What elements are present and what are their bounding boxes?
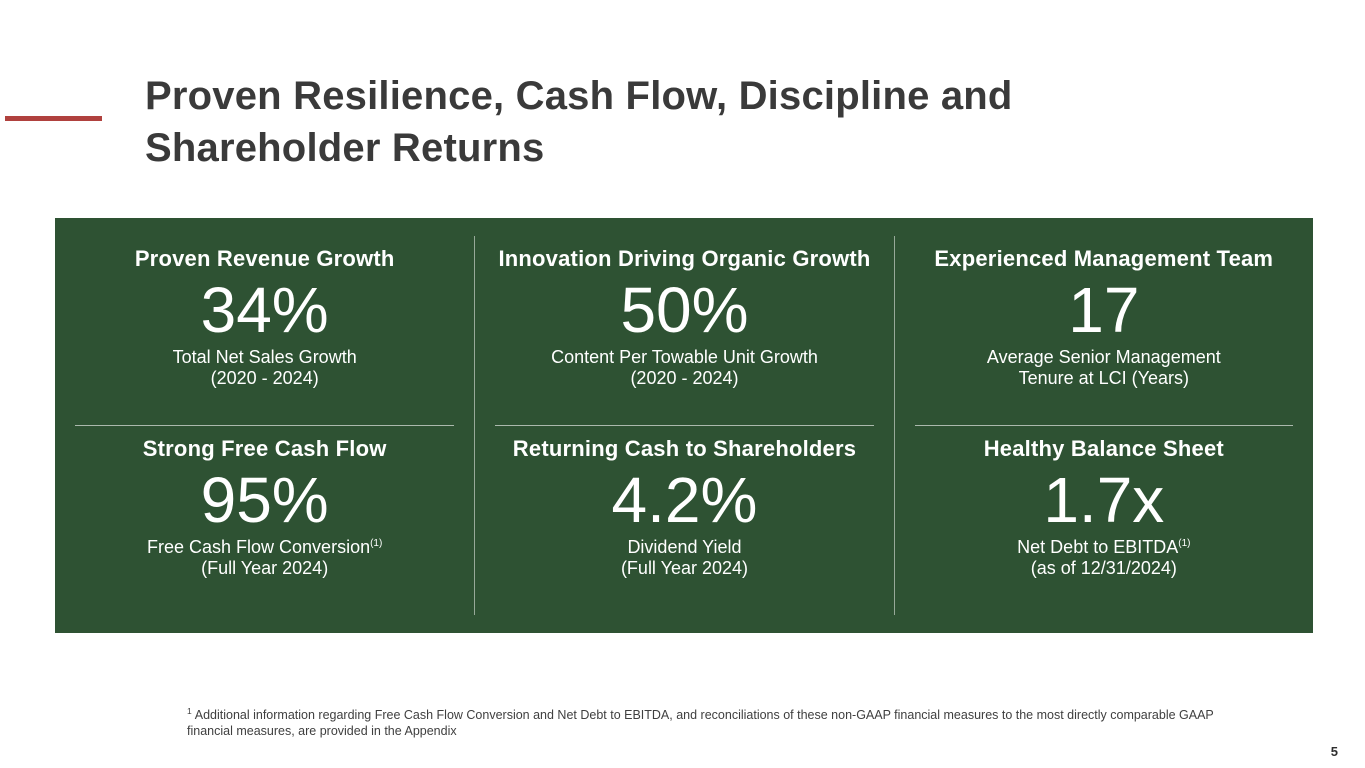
metric-caption-line2: (as of 12/31/2024) — [1030, 558, 1177, 578]
metric-value: 34% — [200, 274, 329, 346]
metric-caption-line2: Tenure at LCI (Years) — [1018, 368, 1190, 388]
metrics-panel: Proven Revenue Growth 34% Total Net Sale… — [55, 218, 1313, 633]
metric-value: 1.7x — [1043, 464, 1165, 536]
metric-cell-free-cash-flow: Strong Free Cash Flow 95% Free Cash Flow… — [55, 426, 474, 615]
metric-cell-balance-sheet: Healthy Balance Sheet 1.7x Net Debt to E… — [895, 426, 1313, 615]
metric-heading: Healthy Balance Sheet — [983, 436, 1224, 461]
metric-caption-sup: (1) — [1178, 538, 1191, 549]
metric-heading: Experienced Management Team — [934, 246, 1274, 271]
metric-caption: Net Debt to EBITDA(1) (as of 12/31/2024) — [1017, 537, 1190, 579]
metric-caption-line1: Content Per Towable Unit Growth — [551, 347, 818, 367]
metric-caption-line1: Net Debt to EBITDA — [1017, 537, 1179, 557]
metric-caption-line2: (Full Year 2024) — [620, 558, 749, 578]
metric-value: 4.2% — [611, 464, 758, 536]
metric-cell-revenue-growth: Proven Revenue Growth 34% Total Net Sale… — [55, 236, 474, 425]
metric-caption-line2: (Full Year 2024) — [201, 558, 329, 578]
metric-heading: Returning Cash to Shareholders — [512, 436, 857, 461]
metrics-column-3: Experienced Management Team 17 Average S… — [893, 236, 1313, 615]
metric-caption: Free Cash Flow Conversion(1) (Full Year 2… — [147, 537, 382, 579]
metric-caption-line1: Total Net Sales Growth — [172, 347, 357, 367]
metric-caption-line2: (2020 - 2024) — [210, 368, 319, 388]
metric-caption: Total Net Sales Growth (2020 - 2024) — [173, 347, 357, 389]
metric-cell-shareholder-returns: Returning Cash to Shareholders 4.2% Divi… — [475, 426, 893, 615]
horizontal-divider — [75, 425, 455, 426]
metric-caption-line2: (2020 - 2024) — [630, 368, 739, 388]
page-title: Proven Resilience, Cash Flow, Discipline… — [145, 70, 1013, 174]
metric-caption: Average Senior Management Tenure at LCI (… — [987, 347, 1221, 389]
metric-heading: Proven Revenue Growth — [134, 246, 395, 271]
metric-caption-line1: Free Cash Flow Conversion — [147, 537, 371, 557]
title-line-1: Proven Resilience, Cash Flow, Discipline… — [145, 74, 1013, 118]
metric-heading: Innovation Driving Organic Growth — [498, 246, 871, 271]
footnote-sup: 1 — [187, 705, 192, 716]
metric-cell-management-team: Experienced Management Team 17 Average S… — [895, 236, 1313, 425]
metric-value: 50% — [620, 274, 749, 346]
metric-cell-organic-growth: Innovation Driving Organic Growth 50% Co… — [475, 236, 893, 425]
metric-heading: Strong Free Cash Flow — [142, 436, 387, 461]
metric-value: 95% — [200, 464, 329, 536]
metric-caption-line1: Average Senior Management — [986, 347, 1221, 367]
metric-caption: Dividend Yield (Full Year 2024) — [621, 537, 748, 579]
page-number: 5 — [1330, 744, 1338, 759]
metric-caption: Content Per Towable Unit Growth (2020 - 2… — [551, 347, 818, 389]
title-accent-line — [5, 116, 102, 121]
metrics-column-2: Innovation Driving Organic Growth 50% Co… — [474, 236, 893, 615]
horizontal-divider — [914, 425, 1293, 426]
metric-caption-line1: Dividend Yield — [627, 537, 742, 557]
footnote: 1 Additional information regarding Free C… — [187, 705, 1242, 739]
metrics-column-1: Proven Revenue Growth 34% Total Net Sale… — [55, 236, 474, 615]
title-line-2: Shareholder Returns — [145, 126, 545, 170]
footnote-text: Additional information regarding Free Ca… — [187, 708, 1214, 738]
horizontal-divider — [495, 425, 874, 426]
metric-value: 17 — [1068, 274, 1140, 346]
metric-caption-sup: (1) — [370, 538, 383, 549]
